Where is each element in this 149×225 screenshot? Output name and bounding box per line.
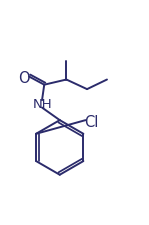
Text: NH: NH [33, 98, 53, 111]
Text: Cl: Cl [84, 115, 99, 130]
Text: O: O [18, 70, 29, 86]
